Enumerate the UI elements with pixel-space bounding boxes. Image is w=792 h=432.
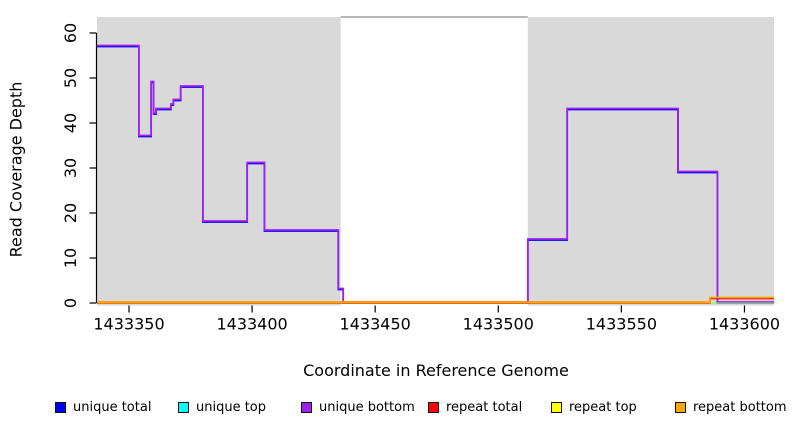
y-tick-label: 10 [61,248,80,268]
legend-label: unique total [73,399,152,415]
y-tick-label: 0 [61,298,80,308]
x-tick-label: 1433550 [586,315,657,334]
legend-label: unique bottom [319,399,415,415]
legend-swatch-icon [428,401,439,413]
x-tick-label: 1433400 [216,315,287,334]
x-tick-label: 1433500 [463,315,534,334]
legend: unique total unique top unique bottom repea… [0,399,792,419]
legend-item-unique-top: unique top [178,399,266,415]
legend-item-unique-total: unique total [55,399,151,415]
legend-label: repeat bottom [693,399,787,415]
legend-label: repeat total [446,399,523,415]
x-axis-title: Coordinate in Reference Genome [303,361,569,380]
legend-item-unique-bottom: unique bottom [301,399,415,415]
legend-swatch-icon [675,401,686,413]
legend-label: unique top [196,399,267,415]
y-tick-label: 40 [61,113,80,133]
x-tick-label: 1433350 [93,315,164,334]
y-tick-label: 50 [61,68,80,88]
series-unique-bottom [97,44,774,303]
legend-swatch-icon [551,401,562,413]
unshaded-region [340,17,528,306]
y-tick-label: 30 [61,158,80,178]
y-tick-label: 20 [61,203,80,223]
x-tick-label: 1433600 [709,315,780,334]
y-axis-title: Read Coverage Depth [6,81,26,258]
legend-item-repeat-bottom: repeat bottom [675,399,787,415]
y-tick-label: 60 [61,23,80,43]
legend-item-repeat-total: repeat total [428,399,522,415]
x-tick-label: 1433450 [340,315,411,334]
series-repeat-bottom [97,296,774,303]
legend-swatch-icon [301,401,312,413]
legend-swatch-icon [55,401,66,413]
legend-label: repeat top [569,399,637,415]
legend-swatch-icon [178,401,189,413]
legend-item-repeat-top: repeat top [551,399,637,415]
